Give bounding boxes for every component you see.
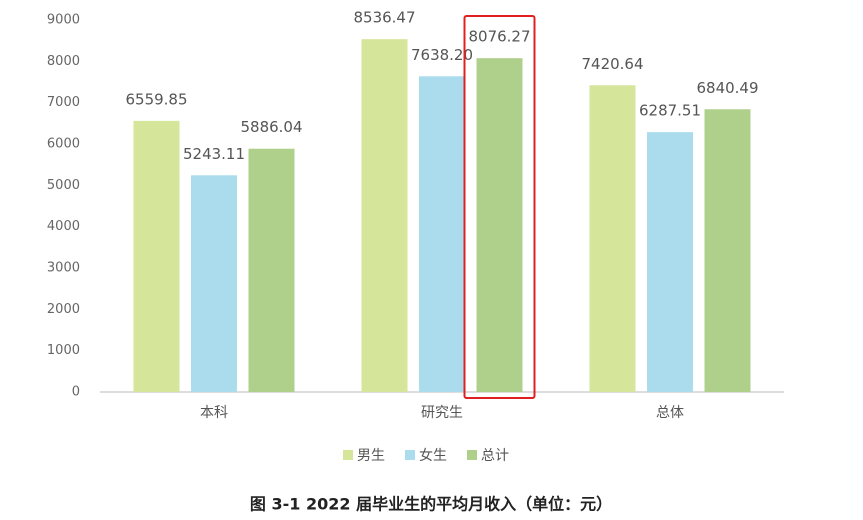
x-tick-label: 总体 — [656, 405, 684, 421]
x-tick-label: 本科 — [200, 405, 228, 421]
chart-title: 图 3-1 2022 届毕业生的平均月收入（单位：元） — [250, 495, 612, 514]
value-label: 7638.20 — [411, 46, 473, 64]
y-tick-label: 1000 — [47, 343, 80, 358]
y-tick-label: 7000 — [47, 95, 80, 110]
highlight-box — [463, 15, 536, 399]
bar — [133, 120, 180, 393]
value-label: 8076.27 — [468, 28, 530, 46]
y-tick-label: 6000 — [47, 137, 80, 152]
value-label: 7420.64 — [581, 55, 643, 73]
bar — [647, 132, 693, 392]
y-tick-label: 3000 — [47, 261, 80, 276]
bar — [191, 175, 237, 392]
y-tick-label: 8000 — [47, 54, 80, 69]
legend-label: 总计 — [481, 448, 509, 464]
legend-swatch — [467, 450, 477, 460]
y-tick-label: 4000 — [47, 219, 80, 234]
y-tick-label: 9000 — [47, 13, 80, 28]
y-tick-label: 5000 — [47, 178, 80, 193]
value-label: 6840.49 — [696, 79, 758, 97]
legend-label: 男生 — [357, 448, 385, 464]
y-tick-label: 0 — [72, 385, 80, 400]
value-label: 6559.85 — [125, 90, 187, 108]
legend-swatch — [405, 450, 415, 460]
value-label: 5243.11 — [183, 145, 245, 163]
legend-swatch — [343, 450, 353, 460]
bar — [248, 148, 295, 392]
bar — [476, 58, 523, 392]
legend-label: 女生 — [419, 447, 447, 464]
value-label: 6287.51 — [639, 102, 701, 120]
bar — [361, 39, 408, 392]
value-label: 5886.04 — [240, 118, 302, 136]
y-tick-label: 2000 — [47, 302, 80, 317]
bar — [704, 109, 751, 392]
bar — [419, 76, 465, 393]
value-label: 8536.47 — [353, 9, 415, 27]
bar — [589, 85, 636, 392]
x-tick-label: 研究生 — [421, 405, 463, 421]
